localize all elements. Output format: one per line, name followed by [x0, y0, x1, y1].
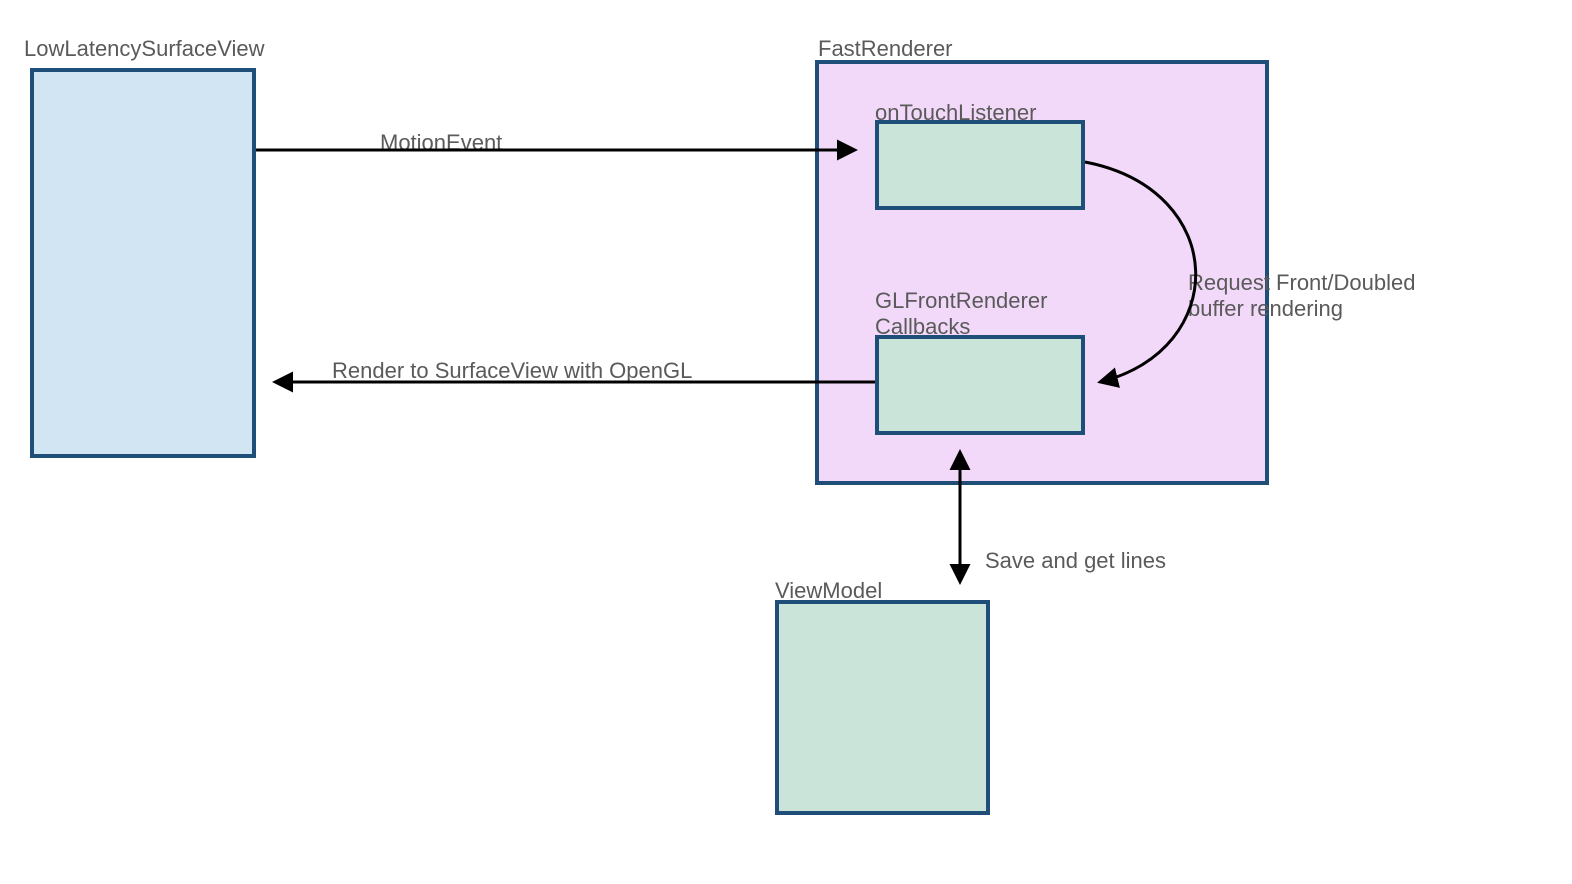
label-ontouchlistener: onTouchListener	[875, 100, 1036, 126]
node-glcallbacks	[875, 335, 1085, 435]
node-surfaceview	[30, 68, 256, 458]
edge-label-savelines: Save and get lines	[985, 548, 1166, 574]
diagram-canvas: FastRenderer LowLatencySurfaceView onTou…	[0, 0, 1572, 884]
label-glcallbacks: GLFrontRenderer Callbacks	[875, 288, 1047, 340]
edge-label-requestbuffer: Request Front/Doubled buffer rendering	[1188, 270, 1415, 322]
edge-label-motionevent: MotionEvent	[380, 130, 502, 156]
label-surfaceview: LowLatencySurfaceView	[24, 36, 265, 62]
edge-label-renderopengl: Render to SurfaceView with OpenGL	[332, 358, 692, 384]
node-viewmodel	[775, 600, 990, 815]
label-fastrenderer: FastRenderer	[818, 36, 953, 62]
label-viewmodel: ViewModel	[775, 578, 882, 604]
node-ontouchlistener	[875, 120, 1085, 210]
